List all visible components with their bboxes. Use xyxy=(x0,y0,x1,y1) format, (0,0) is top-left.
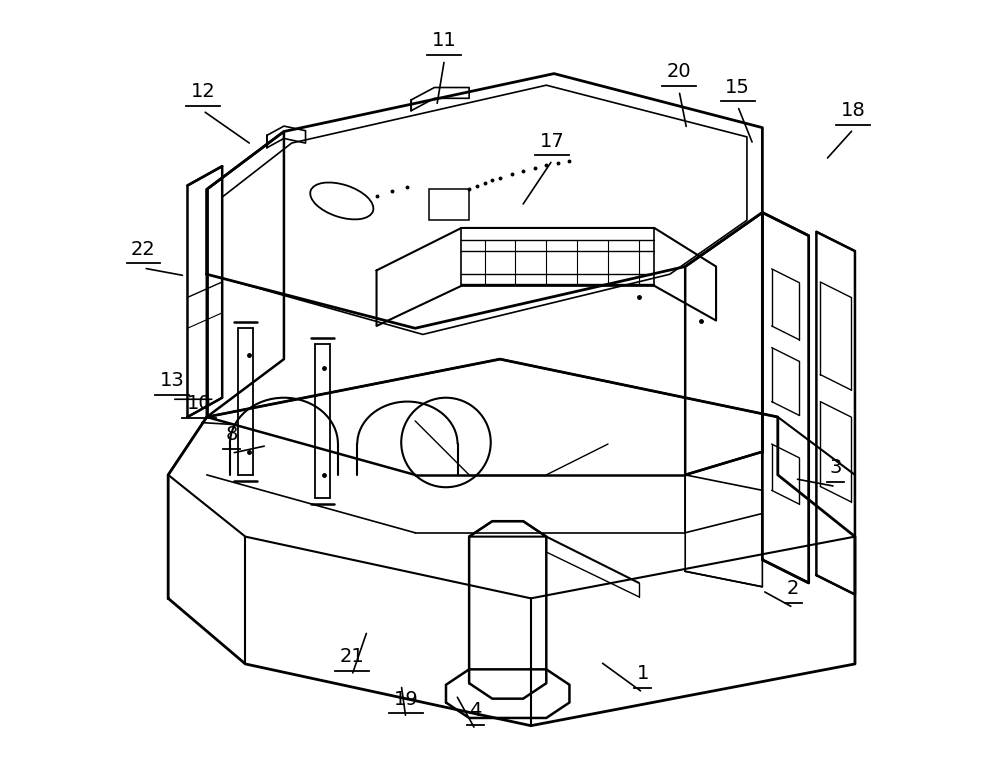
Text: 8: 8 xyxy=(225,425,238,444)
Text: 11: 11 xyxy=(432,31,457,51)
Text: 4: 4 xyxy=(469,701,481,720)
Text: 22: 22 xyxy=(131,239,156,259)
Text: 13: 13 xyxy=(160,371,184,390)
Text: 19: 19 xyxy=(393,690,418,709)
Text: 20: 20 xyxy=(667,62,691,81)
Text: 12: 12 xyxy=(191,83,215,101)
Text: 21: 21 xyxy=(339,647,364,666)
Text: 10: 10 xyxy=(187,394,211,413)
Text: 18: 18 xyxy=(841,101,866,120)
Text: 2: 2 xyxy=(787,580,799,598)
Text: 1: 1 xyxy=(637,665,649,683)
Text: 17: 17 xyxy=(540,132,565,151)
Text: 15: 15 xyxy=(725,78,750,97)
Text: 3: 3 xyxy=(829,458,842,477)
